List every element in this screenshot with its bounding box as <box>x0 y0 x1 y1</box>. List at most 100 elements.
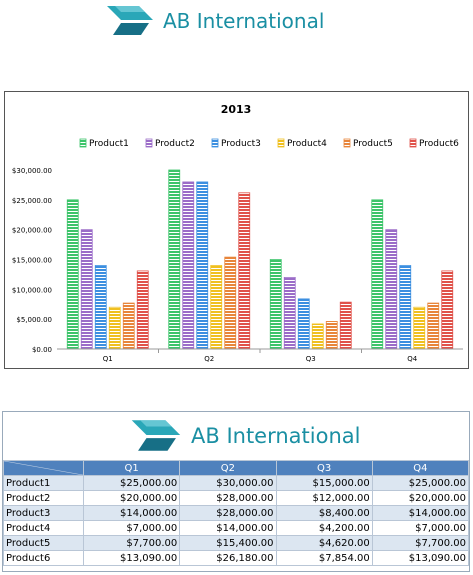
table-header-row: Q1 Q2 Q3 Q4 <box>3 460 470 476</box>
bar-product5-q3 <box>325 321 338 350</box>
legend-swatch <box>79 138 87 148</box>
legend-label: Product2 <box>155 139 195 149</box>
table-cell: $20,000.00 <box>82 490 181 506</box>
table-cell: $28,000.00 <box>179 490 277 506</box>
table-row: Product6 $13,090.00 $26,180.00 $7,854.00… <box>3 550 470 566</box>
table-cell: $14,000.00 <box>179 520 277 536</box>
bar-product1-q4 <box>371 199 384 350</box>
table-row: Product4 $7,000.00 $14,000.00 $4,200.00 … <box>3 520 470 536</box>
bar-product2-q3 <box>283 276 296 350</box>
bar-chart: 2013 Product1 Product2 Product3 Product4 Pro… <box>12 103 463 363</box>
row-label: Product3 <box>3 505 84 521</box>
table-cell: $25,000.00 <box>371 475 470 491</box>
table-cell: $7,000.00 <box>82 520 181 536</box>
bar-product6-q2 <box>238 192 251 350</box>
legend-swatch <box>211 138 219 148</box>
table-cell: $15,000.00 <box>275 475 373 491</box>
row-label: Product6 <box>3 550 84 566</box>
y-tick-label: $20,000.00 <box>12 227 52 235</box>
legend-swatch <box>277 138 285 148</box>
legend-label: Product6 <box>419 139 459 149</box>
table-cell: $7,700.00 <box>371 535 470 551</box>
bar-product2-q1 <box>80 229 93 350</box>
brand-name: AB International <box>191 424 361 448</box>
chart-legend: Product1 Product2 Product3 Product4 Product5… <box>79 138 459 149</box>
table-cell: $7,854.00 <box>275 550 373 566</box>
row-label: Product2 <box>3 490 84 506</box>
legend-label: Product5 <box>353 139 393 149</box>
bar-product1-q2 <box>168 169 181 350</box>
row-label: Product1 <box>3 475 84 491</box>
brand-logo-table: AB International <box>129 416 360 456</box>
bar-product4-q1 <box>108 306 121 350</box>
table-cell: $28,000.00 <box>179 505 277 521</box>
chart-title: 2013 <box>221 103 252 116</box>
brand-logo-top: AB International <box>105 2 324 40</box>
y-axis: $0.00 $5,000.00 $10,000.00 $15,000.00 $20,00… <box>12 167 52 354</box>
bar-product5-q4 <box>427 302 440 350</box>
x-tick-label: Q2 <box>204 355 214 363</box>
legend-label: Product1 <box>89 139 129 149</box>
column-header: Q2 <box>179 460 277 476</box>
table-corner-cell <box>3 460 84 476</box>
bar-product3-q4 <box>399 265 412 350</box>
table-row: Product1 $25,000.00 $30,000.00 $15,000.0… <box>3 475 470 491</box>
table-cell: $7,000.00 <box>371 520 470 536</box>
y-tick-label: $25,000.00 <box>12 197 52 205</box>
bar-product2-q4 <box>385 229 398 350</box>
bar-product1-q3 <box>269 259 282 350</box>
bar-product6-q1 <box>136 270 149 350</box>
table-cell: $14,000.00 <box>82 505 181 521</box>
table-cell: $12,000.00 <box>275 490 373 506</box>
table-cell: $15,400.00 <box>179 535 277 551</box>
bar-product2-q2 <box>182 181 195 350</box>
ab-logo-icon <box>131 420 181 451</box>
chart-panel: 2013 Product1 Product2 Product3 Product4 Pro… <box>4 91 469 369</box>
x-axis: Q1 Q2 Q3 Q4 <box>57 348 463 363</box>
y-tick-label: $0.00 <box>32 346 52 354</box>
table-row: Product2 $20,000.00 $28,000.00 $12,000.0… <box>3 490 470 506</box>
y-tick-label: $10,000.00 <box>12 286 52 294</box>
table-cell: $20,000.00 <box>371 490 470 506</box>
bar-product5-q2 <box>224 256 237 350</box>
column-header: Q4 <box>371 460 470 476</box>
table-cell: $4,620.00 <box>275 535 373 551</box>
bar-product6-q3 <box>339 301 352 350</box>
row-label: Product5 <box>3 535 84 551</box>
chart-bars <box>66 169 454 350</box>
bar-product6-q4 <box>441 270 454 350</box>
column-header: Q1 <box>82 460 181 476</box>
bar-product4-q2 <box>210 265 223 350</box>
bar-product3-q3 <box>297 298 310 350</box>
table-cell: $30,000.00 <box>179 475 277 491</box>
bar-product3-q1 <box>94 265 107 350</box>
y-tick-label: $30,000.00 <box>12 167 52 175</box>
legend-swatch <box>409 138 417 148</box>
legend-swatch <box>145 138 153 148</box>
table-cell: $8,400.00 <box>275 505 373 521</box>
column-header: Q3 <box>275 460 373 476</box>
bar-product4-q3 <box>311 323 324 350</box>
table-row: Product3 $14,000.00 $28,000.00 $8,400.00… <box>3 505 470 521</box>
bar-product3-q2 <box>196 181 209 350</box>
legend-label: Product4 <box>287 139 327 149</box>
y-tick-label: $15,000.00 <box>12 257 52 265</box>
table-cell: $25,000.00 <box>82 475 181 491</box>
table-cell: $13,090.00 <box>82 550 181 566</box>
x-tick-label: Q4 <box>407 355 418 363</box>
y-tick-label: $5,000.00 <box>16 316 52 324</box>
bar-product5-q1 <box>122 302 135 350</box>
legend-swatch <box>343 138 351 148</box>
x-tick-label: Q3 <box>306 355 316 363</box>
legend-label: Product3 <box>221 139 261 149</box>
table-cell: $13,090.00 <box>371 550 470 566</box>
brand-name: AB International <box>163 9 325 33</box>
row-label: Product4 <box>3 520 84 536</box>
bar-product4-q4 <box>413 306 426 350</box>
table-row: Product5 $7,700.00 $15,400.00 $4,620.00 … <box>3 535 470 551</box>
x-tick-label: Q1 <box>103 355 113 363</box>
table-cell: $14,000.00 <box>371 505 470 521</box>
data-table-panel: AB International Q1 Q2 Q3 Q4 Product1 $2… <box>2 411 470 572</box>
table-cell: $4,200.00 <box>275 520 373 536</box>
table-cell: $7,700.00 <box>82 535 181 551</box>
